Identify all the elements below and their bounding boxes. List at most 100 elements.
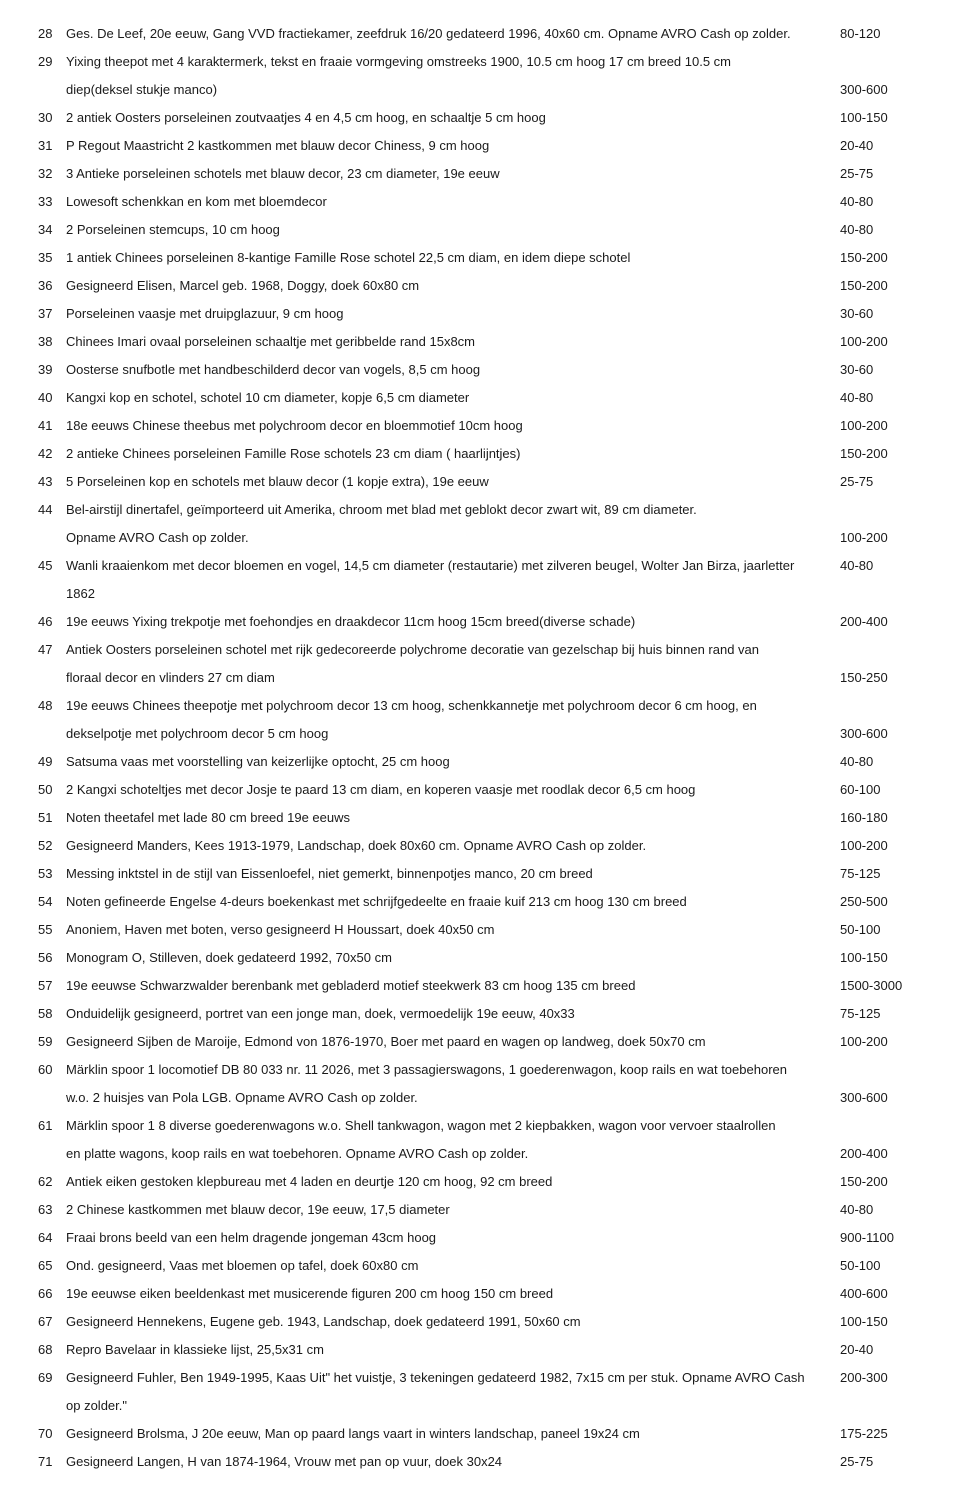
lot-description: Messing inktstel in de stijl van Eissenl… (66, 860, 840, 888)
lot-row: 4819e eeuws Chinees theepotje met polych… (38, 692, 922, 720)
lot-description: Chinees Imari ovaal porseleinen schaaltj… (66, 328, 840, 356)
lot-row: 302 antiek Oosters porseleinen zoutvaatj… (38, 104, 922, 132)
lot-description: Ond. gesigneerd, Vaas met bloemen op taf… (66, 1252, 840, 1280)
lot-description: diep(deksel stukje manco) (66, 76, 840, 104)
lot-row: 65Ond. gesigneerd, Vaas met bloemen op t… (38, 1252, 922, 1280)
lot-estimate: 25-75 (840, 160, 922, 188)
lot-row: 58Onduidelijk gesigneerd, portret van ee… (38, 1000, 922, 1028)
lot-number: 56 (38, 944, 66, 972)
lot-estimate: 175-225 (840, 1420, 922, 1448)
lot-estimate: 40-80 (840, 188, 922, 216)
lot-number: 66 (38, 1280, 66, 1308)
lot-estimate: 75-125 (840, 860, 922, 888)
lot-estimate: 300-600 (840, 76, 922, 104)
lot-estimate: 200-400 (840, 608, 922, 636)
lot-description: 2 Kangxi schoteltjes met decor Josje te … (66, 776, 840, 804)
lot-estimate: 20-40 (840, 132, 922, 160)
lot-estimate: 40-80 (840, 216, 922, 244)
lot-estimate: 300-600 (840, 1084, 922, 1112)
lot-description: Porseleinen vaasje met druipglazuur, 9 c… (66, 300, 840, 328)
lot-description: 2 Chinese kastkommen met blauw decor, 19… (66, 1196, 840, 1224)
lot-number: 63 (38, 1196, 66, 1224)
lot-description: Onduidelijk gesigneerd, portret van een … (66, 1000, 840, 1028)
lot-number: 30 (38, 104, 66, 132)
lot-estimate: 40-80 (840, 384, 922, 412)
lot-number: 53 (38, 860, 66, 888)
lot-estimate: 250-500 (840, 888, 922, 916)
lot-row: 60w.o. 2 huisjes van Pola LGB. Opname AV… (38, 1084, 922, 1112)
lot-estimate: 30-60 (840, 300, 922, 328)
lot-description: Satsuma vaas met voorstelling van keizer… (66, 748, 840, 776)
lot-estimate: 150-200 (840, 1168, 922, 1196)
lot-row: 52Gesigneerd Manders, Kees 1913-1979, La… (38, 832, 922, 860)
lot-description: P Regout Maastricht 2 kastkommen met bla… (66, 132, 840, 160)
lot-estimate: 160-180 (840, 804, 922, 832)
lot-number: 36 (38, 272, 66, 300)
lot-description: Gesigneerd Brolsma, J 20e eeuw, Man op p… (66, 1420, 840, 1448)
lot-row: 68Repro Bavelaar in klassieke lijst, 25,… (38, 1336, 922, 1364)
lot-row: 69Gesigneerd Fuhler, Ben 1949-1995, Kaas… (38, 1364, 922, 1420)
lot-row: 351 antiek Chinees porseleinen 8-kantige… (38, 244, 922, 272)
lot-description: 19e eeuws Yixing trekpotje met foehondje… (66, 608, 840, 636)
lot-estimate: 100-150 (840, 944, 922, 972)
lot-description: 19e eeuws Chinees theepotje met polychro… (66, 692, 840, 720)
lot-row: 435 Porseleinen kop en schotels met blau… (38, 468, 922, 496)
lot-row: 45Wanli kraaienkom met decor bloemen en … (38, 552, 922, 608)
lot-description: 1 antiek Chinees porseleinen 8-kantige F… (66, 244, 840, 272)
lot-estimate: 100-150 (840, 104, 922, 132)
lot-row: 64Fraai brons beeld van een helm dragend… (38, 1224, 922, 1252)
lot-description: Wanli kraaienkom met decor bloemen en vo… (66, 552, 840, 608)
lot-estimate: 100-200 (840, 524, 922, 552)
lot-number: 60 (38, 1056, 66, 1084)
lot-number: 44 (38, 496, 66, 524)
lot-number: 48 (38, 692, 66, 720)
lot-description: 18e eeuws Chinese theebus met polychroom… (66, 412, 840, 440)
lot-number: 43 (38, 468, 66, 496)
lot-estimate: 100-200 (840, 1028, 922, 1056)
lot-row: 40Kangxi kop en schotel, schotel 10 cm d… (38, 384, 922, 412)
lot-number: 67 (38, 1308, 66, 1336)
lot-number: 47 (38, 636, 66, 664)
lot-number: 42 (38, 440, 66, 468)
lot-estimate: 75-125 (840, 1000, 922, 1028)
lot-row: 47Antiek Oosters porseleinen schotel met… (38, 636, 922, 664)
lot-number: 57 (38, 972, 66, 1000)
lot-row: 56Monogram O, Stilleven, doek gedateerd … (38, 944, 922, 972)
lot-row: 342 Porseleinen stemcups, 10 cm hoog40-8… (38, 216, 922, 244)
lot-number: 55 (38, 916, 66, 944)
lot-number: 59 (38, 1028, 66, 1056)
lot-row: 39Oosterse snufbotle met handbeschilderd… (38, 356, 922, 384)
lot-description: Gesigneerd Hennekens, Eugene geb. 1943, … (66, 1308, 840, 1336)
lot-description: Lowesoft schenkkan en kom met bloemdecor (66, 188, 840, 216)
lot-estimate: 25-75 (840, 1448, 922, 1476)
lot-row: 632 Chinese kastkommen met blauw decor, … (38, 1196, 922, 1224)
lot-estimate: 40-80 (840, 552, 922, 580)
lot-description: Antiek Oosters porseleinen schotel met r… (66, 636, 840, 664)
lot-description: 2 antiek Oosters porseleinen zoutvaatjes… (66, 104, 840, 132)
lot-row: 28Ges. De Leef, 20e eeuw, Gang VVD fract… (38, 20, 922, 48)
lot-row: 37Porseleinen vaasje met druipglazuur, 9… (38, 300, 922, 328)
lot-row: 4619e eeuws Yixing trekpotje met foehond… (38, 608, 922, 636)
lot-description: 2 Porseleinen stemcups, 10 cm hoog (66, 216, 840, 244)
lot-row: 422 antieke Chinees porseleinen Famille … (38, 440, 922, 468)
lot-number: 45 (38, 552, 66, 580)
lot-description: 19e eeuwse eiken beeldenkast met musicer… (66, 1280, 840, 1308)
lot-row: 71Gesigneerd Langen, H van 1874-1964, Vr… (38, 1448, 922, 1476)
lot-description: Anoniem, Haven met boten, verso gesignee… (66, 916, 840, 944)
lot-row: 38Chinees Imari ovaal porseleinen schaal… (38, 328, 922, 356)
lot-number: 71 (38, 1448, 66, 1476)
lot-description: Oosterse snufbotle met handbeschilderd d… (66, 356, 840, 384)
lot-number: 69 (38, 1364, 66, 1392)
lot-row: 47floraal decor en vlinders 27 cm diam15… (38, 664, 922, 692)
lot-row: 59Gesigneerd Sijben de Maroije, Edmond v… (38, 1028, 922, 1056)
lot-description: Yixing theepot met 4 karaktermerk, tekst… (66, 48, 840, 76)
lot-estimate: 150-200 (840, 244, 922, 272)
lot-row: 31P Regout Maastricht 2 kastkommen met b… (38, 132, 922, 160)
lot-description: Gesigneerd Elisen, Marcel geb. 1968, Dog… (66, 272, 840, 300)
lot-row: 61en platte wagons, koop rails en wat to… (38, 1140, 922, 1168)
lot-number: 62 (38, 1168, 66, 1196)
lot-number: 29 (38, 48, 66, 76)
lot-description: Ges. De Leef, 20e eeuw, Gang VVD fractie… (66, 20, 840, 48)
lot-row: 29Yixing theepot met 4 karaktermerk, tek… (38, 48, 922, 76)
lot-number: 32 (38, 160, 66, 188)
